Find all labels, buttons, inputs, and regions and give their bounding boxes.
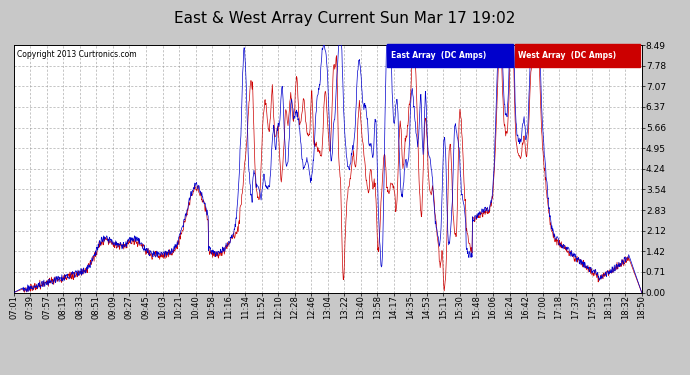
Text: Copyright 2013 Curtronics.com: Copyright 2013 Curtronics.com — [17, 50, 137, 59]
Text: West Array  (DC Amps): West Array (DC Amps) — [518, 51, 616, 60]
Text: East Array  (DC Amps): East Array (DC Amps) — [391, 51, 486, 60]
Text: East & West Array Current Sun Mar 17 19:02: East & West Array Current Sun Mar 17 19:… — [175, 11, 515, 26]
FancyBboxPatch shape — [515, 44, 640, 67]
FancyBboxPatch shape — [387, 44, 513, 67]
